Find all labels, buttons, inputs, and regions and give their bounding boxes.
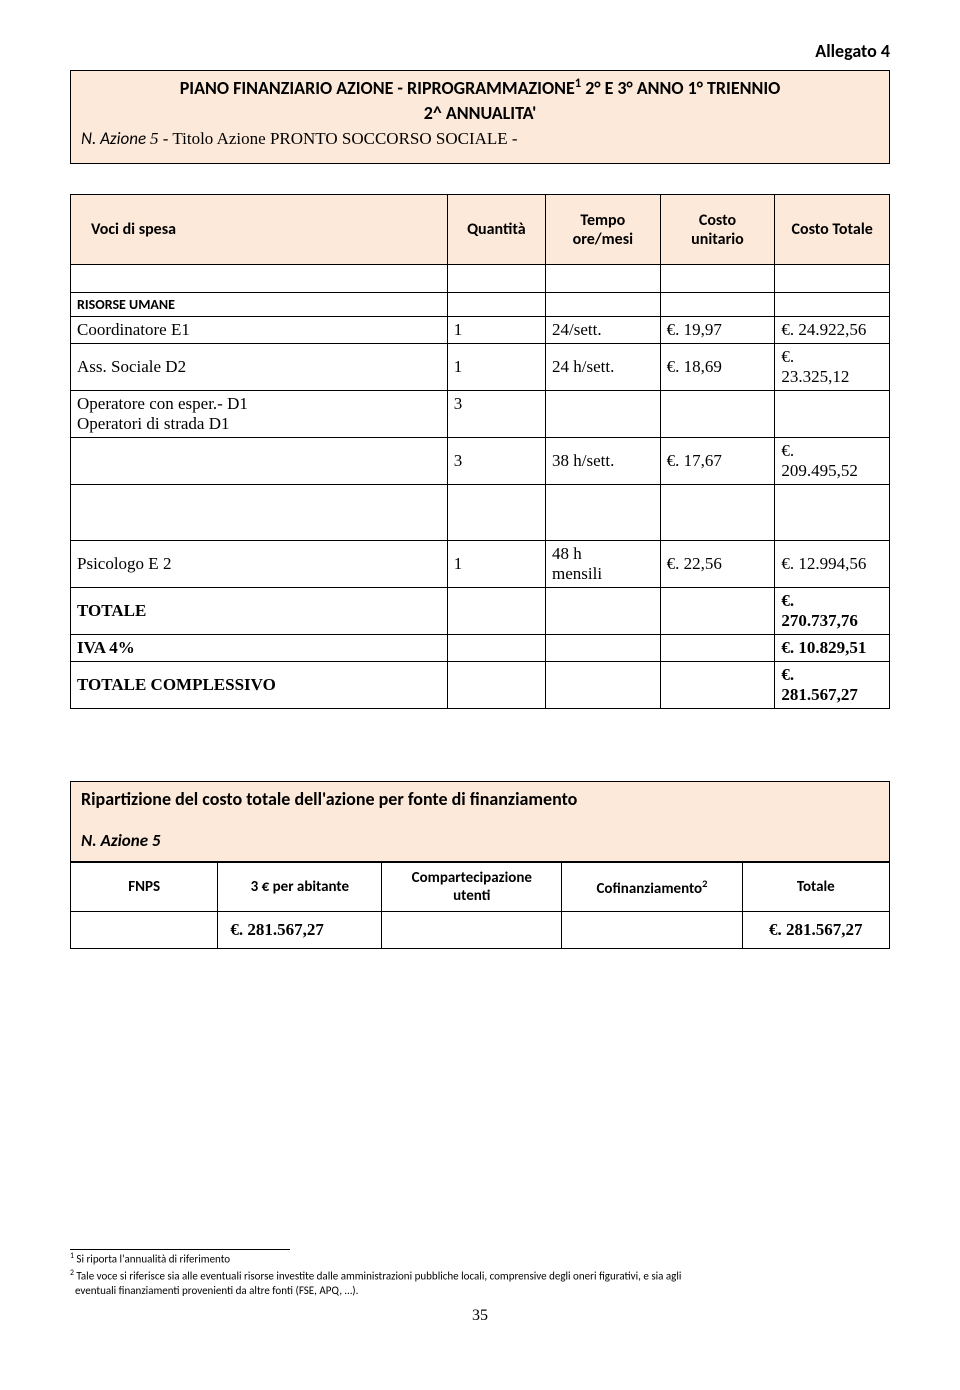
row-operatore-2: 3 38 h/sett. €. 17,67 €.209.495,52	[71, 438, 890, 485]
spacer	[71, 513, 890, 541]
ripart-sub: N. Azione 5	[81, 830, 879, 851]
totc-label: TOTALE COMPLESSIVO	[71, 662, 448, 709]
tot-label: TOTALE	[71, 588, 448, 635]
totc-ct: €.281.567,27	[775, 662, 890, 709]
col-cu-1: Costo	[699, 211, 736, 230]
coord-t: 24/sett.	[546, 317, 661, 344]
fn1-text: Si riporta l'annualità di riferimento	[74, 1253, 230, 1266]
op-q: 3	[447, 391, 545, 438]
ass-ct: €.23.325,12	[775, 344, 890, 391]
col-totale: Totale	[742, 863, 889, 912]
header-title: PIANO FINANZIARIO AZIONE - RIPROGRAMMAZI…	[81, 75, 879, 126]
spacer	[71, 265, 890, 293]
op2-ct1: €.	[781, 441, 794, 460]
ass-label: Ass. Sociale D2	[71, 344, 448, 391]
ripart-data-row: €. 281.567,27 €. 281.567,27	[71, 912, 890, 949]
col-tre-euro: 3 € per abitante	[218, 863, 382, 912]
col-cofinanziamento: Cofinanziamento2	[562, 863, 742, 912]
header-sub-prefix: N. Azione	[81, 128, 150, 149]
totc-ct1: €.	[781, 665, 794, 684]
table-header-row: Voci di spesa Quantità Tempoore/mesi Cos…	[71, 195, 890, 265]
fn2-text-a: Tale voce si riferisce sia alle eventual…	[74, 1270, 682, 1283]
col-cu-2: unitario	[691, 230, 744, 249]
coord-label: Coordinatore E1	[71, 317, 448, 344]
tot-ct2: 270.737,76	[781, 611, 858, 630]
col-tempo: Tempoore/mesi	[546, 195, 661, 265]
row-operatore: Operatore con esper.- D1Operatori di str…	[71, 391, 890, 438]
ripart-header-row: FNPS 3 € per abitante Compartecipazioneu…	[71, 863, 890, 912]
ass-ct1: €.	[781, 347, 794, 366]
ass-q: 1	[447, 344, 545, 391]
psi-t: 48 hmensili	[546, 541, 661, 588]
page-number: 35	[70, 1307, 890, 1325]
ripart-title: Ripartizione del costo totale dell'azion…	[81, 788, 879, 810]
row-coordinatore: Coordinatore E1 1 24/sett. €. 19,97 €. 2…	[71, 317, 890, 344]
row-psicologo: Psicologo E 2 1 48 hmensili €. 22,56 €. …	[71, 541, 890, 588]
op2-q: 3	[447, 438, 545, 485]
op-label: Operatore con esper.- D1Operatori di str…	[71, 391, 448, 438]
op2-ct2: 209.495,52	[781, 461, 858, 480]
comp-2: utenti	[453, 887, 490, 905]
row-totale-complessivo: TOTALE COMPLESSIVO €.281.567,27	[71, 662, 890, 709]
fn2-text-b: eventuali finanziamenti provenienti da a…	[75, 1284, 358, 1297]
psi-label: Psicologo E 2	[71, 541, 448, 588]
totc-ct2: 281.567,27	[781, 685, 858, 704]
col-tempo-1: Tempo	[580, 211, 625, 230]
coord-q: 1	[447, 317, 545, 344]
coord-ct: €. 24.922,56	[775, 317, 890, 344]
ripartizione-box: Ripartizione del costo totale dell'azion…	[70, 781, 890, 862]
tot-ct: €.270.737,76	[775, 588, 890, 635]
spacer	[71, 485, 890, 513]
footnote-separator	[70, 1249, 290, 1250]
psi-q: 1	[447, 541, 545, 588]
col-fnps: FNPS	[71, 863, 218, 912]
psi-t2: mensili	[552, 564, 602, 583]
header-line2: 2^ ANNUALITA'	[424, 102, 537, 124]
op-label2: Operatori di strada D1	[77, 414, 229, 433]
row-ass-sociale: Ass. Sociale D2 1 24 h/sett. €. 18,69 €.…	[71, 344, 890, 391]
header-sub-rest: - Titolo Azione PRONTO SOCCORSO SOCIALE …	[158, 129, 517, 148]
op-label1: Operatore con esper.- D1	[77, 394, 248, 413]
header-box: PIANO FINANZIARIO AZIONE - RIPROGRAMMAZI…	[70, 70, 890, 164]
ripart-tot-val: €. 281.567,27	[742, 912, 889, 949]
ripartizione-table: FNPS 3 € per abitante Compartecipazioneu…	[70, 862, 890, 949]
cofin-sup: 2	[702, 877, 707, 890]
comp-1: Compartecipazione	[412, 869, 532, 887]
coord-cu: €. 19,97	[660, 317, 775, 344]
risorse-label: RISORSE UMANE	[71, 293, 448, 317]
ass-t: 24 h/sett.	[546, 344, 661, 391]
iva-label: IVA 4%	[71, 635, 448, 662]
col-costo-tot: Costo Totale	[775, 195, 890, 265]
col-tempo-2: ore/mesi	[573, 230, 633, 249]
row-iva: IVA 4% €. 10.829,51	[71, 635, 890, 662]
header-sub: N. Azione 5 - Titolo Azione PRONTO SOCCO…	[81, 128, 879, 149]
col-voce: Voci di spesa	[71, 195, 448, 265]
row-totale: TOTALE €.270.737,76	[71, 588, 890, 635]
ass-cu: €. 18,69	[660, 344, 775, 391]
allegato-label: Allegato 4	[70, 40, 890, 62]
header-line1: PIANO FINANZIARIO AZIONE - RIPROGRAMMAZI…	[180, 77, 575, 99]
risorse-umane-row: RISORSE UMANE	[71, 293, 890, 317]
iva-ct: €. 10.829,51	[775, 635, 890, 662]
cofin-text: Cofinanziamento	[596, 880, 702, 898]
budget-table: Voci di spesa Quantità Tempoore/mesi Cos…	[70, 194, 890, 709]
psi-ct: €. 12.994,56	[775, 541, 890, 588]
footnote-1: 1 Si riporta l'annualità di riferimento	[70, 1252, 890, 1267]
col-quantita: Quantità	[447, 195, 545, 265]
col-compartecipazione: Compartecipazioneutenti	[382, 863, 562, 912]
col-costo-unit: Costounitario	[660, 195, 775, 265]
ass-ct2: 23.325,12	[781, 367, 849, 386]
op2-t: 38 h/sett.	[546, 438, 661, 485]
op2-cu: €. 17,67	[660, 438, 775, 485]
ripart-fnps-val: €. 281.567,27	[218, 912, 382, 949]
tot-ct1: €.	[781, 591, 794, 610]
header-line1b: 2° E 3° ANNO 1° TRIENNIO	[581, 77, 780, 99]
op2-ct: €.209.495,52	[775, 438, 890, 485]
psi-cu: €. 22,56	[660, 541, 775, 588]
psi-t1: 48 h	[552, 544, 582, 563]
footnote-2: 2 Tale voce si riferisce sia alle eventu…	[70, 1269, 890, 1298]
